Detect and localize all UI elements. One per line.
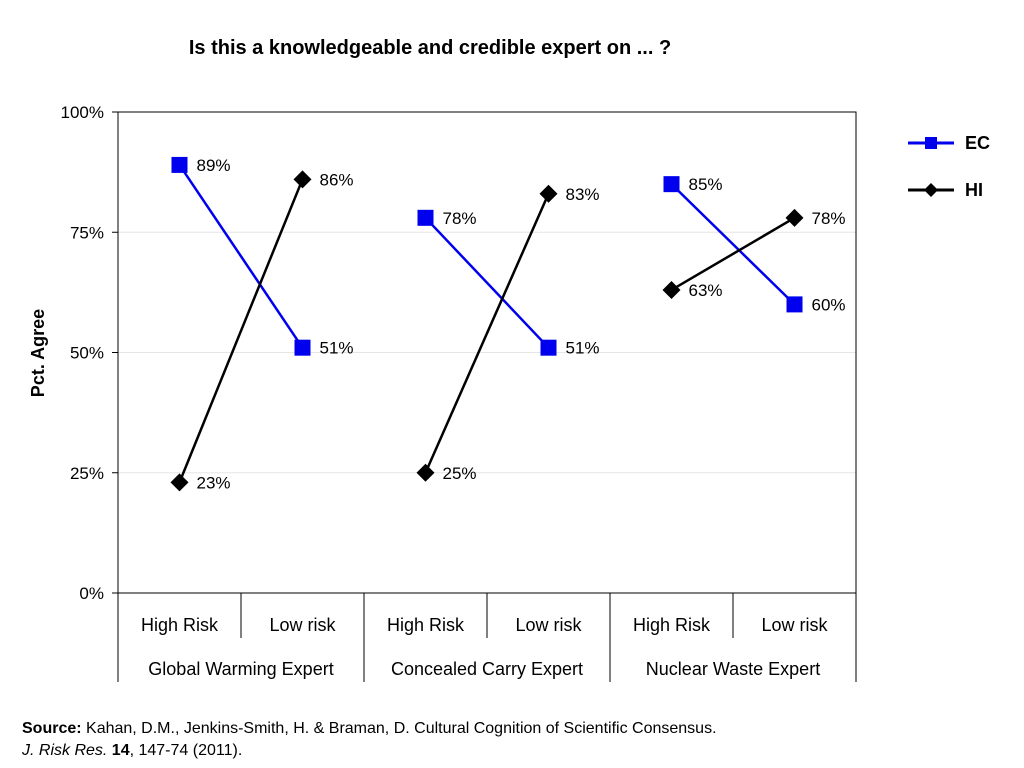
source-line-2: J. Risk Res. 14, 147-74 (2011). <box>22 740 717 762</box>
series-ec-data-label: 78% <box>443 209 477 228</box>
series-hi-marker <box>293 170 312 189</box>
series-hi-marker <box>170 473 189 492</box>
x-category-label: High Risk <box>141 615 219 635</box>
legend: EC HI <box>908 133 990 200</box>
series-ec-data-label: 89% <box>197 156 231 175</box>
y-tick-label: 50% <box>70 344 104 363</box>
y-tick-label: 25% <box>70 464 104 483</box>
series-ec-line <box>178 164 304 349</box>
x-category-label: Low risk <box>515 615 582 635</box>
legend-hi-marker <box>924 183 938 197</box>
series-ec-marker <box>663 176 680 193</box>
series-ec-data-label: 60% <box>812 295 846 314</box>
series-hi-marker <box>662 280 681 299</box>
source-volume: 14 <box>111 742 130 759</box>
axes: 0% 25% 50% 75% 100% High Risk Low risk High Ris… <box>61 103 857 682</box>
source-pages: , 147-74 (2011). <box>129 742 243 759</box>
source-line-1: Source: Kahan, D.M., Jenkins-Smith, H. &… <box>22 718 717 740</box>
series-hi-line <box>424 193 550 474</box>
series-hi-marker <box>416 463 435 482</box>
series-hi-marker <box>539 184 558 203</box>
series-ec-line <box>670 183 796 306</box>
x-category-label: High Risk <box>633 615 711 635</box>
series-hi-line <box>178 178 304 483</box>
x-category-label: High Risk <box>387 615 465 635</box>
series-ec-marker <box>540 339 557 356</box>
series-hi-data-label: 63% <box>689 281 723 300</box>
series-hi-data-label: 25% <box>443 464 477 483</box>
series-hi-marker <box>785 208 804 227</box>
x-group-label: Global Warming Expert <box>148 659 333 679</box>
series-ec-line <box>424 216 550 349</box>
source-label: Source: <box>22 720 82 737</box>
series-hi-data-label: 86% <box>320 170 354 189</box>
x-category-label: Low risk <box>269 615 336 635</box>
legend-hi-label: HI <box>965 180 983 200</box>
series-hi-data-label: 23% <box>197 473 231 492</box>
y-tick-label: 75% <box>70 223 104 242</box>
chart-title: Is this a knowledgeable and credible exp… <box>189 37 671 59</box>
series-hi-data-label: 83% <box>566 185 600 204</box>
series-ec-marker <box>171 156 188 173</box>
source-text: Kahan, D.M., Jenkins-Smith, H. & Braman,… <box>81 720 717 737</box>
series-hi-line <box>670 216 796 292</box>
series-ec-data-label: 85% <box>689 175 723 194</box>
series-ec-marker <box>786 296 803 313</box>
gridlines <box>118 231 856 474</box>
series-ec-marker <box>294 339 311 356</box>
x-group-label: Concealed Carry Expert <box>391 659 583 679</box>
series-ec-data-label: 51% <box>566 339 600 358</box>
series-ec-marker <box>417 209 434 226</box>
y-axis-label: Pct. Agree <box>28 309 48 397</box>
series-ec-data-label: 51% <box>320 339 354 358</box>
source-citation: Source: Kahan, D.M., Jenkins-Smith, H. &… <box>22 718 717 762</box>
x-category-label: Low risk <box>761 615 828 635</box>
series: 89% 51% 78% 51% 85% 60% 23% 86% 25% 83% 63% 78% <box>170 156 846 492</box>
y-tick-label: 0% <box>79 584 104 603</box>
source-journal: J. Risk Res. <box>22 742 108 759</box>
series-hi-data-label: 78% <box>812 209 846 228</box>
y-tick-label: 100% <box>61 103 104 122</box>
legend-ec-label: EC <box>965 133 990 153</box>
legend-ec-marker <box>925 137 937 149</box>
x-group-label: Nuclear Waste Expert <box>646 659 820 679</box>
